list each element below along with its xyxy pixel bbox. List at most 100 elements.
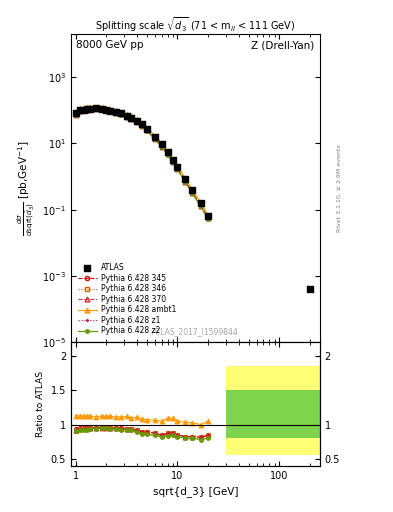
ATLAS [103,105,109,114]
Pythia 6.428 370 [125,114,129,120]
ATLAS [189,186,195,194]
Pythia 6.428 z2 [99,106,104,113]
Pythia 6.428 ambt1 [144,124,149,131]
Pythia 6.428 z1 [99,106,104,112]
Pythia 6.428 345 [73,111,78,117]
Legend: ATLAS, Pythia 6.428 345, Pythia 6.428 346, Pythia 6.428 370, Pythia 6.428 ambt1,: ATLAS, Pythia 6.428 345, Pythia 6.428 34… [75,260,179,338]
Pythia 6.428 z2 [94,106,99,112]
Pythia 6.428 z1 [183,179,188,185]
Pythia 6.428 345 [94,106,99,112]
Pythia 6.428 z2 [81,108,86,114]
Pythia 6.428 370 [94,106,99,112]
Pythia 6.428 346 [81,108,86,114]
Pythia 6.428 z1 [144,127,149,133]
Pythia 6.428 370 [140,123,145,129]
Pythia 6.428 346 [198,203,203,209]
Pythia 6.428 ambt1 [159,140,164,146]
ATLAS [134,117,140,125]
Pythia 6.428 ambt1 [99,104,104,110]
Pythia 6.428 346 [73,112,78,118]
Pythia 6.428 346 [125,114,129,120]
Pythia 6.428 z1 [119,111,123,117]
Pythia 6.428 z2 [206,216,210,222]
Pythia 6.428 370 [144,127,149,133]
Pythia 6.428 345 [152,136,157,142]
Pythia 6.428 z1 [104,107,108,113]
Pythia 6.428 ambt1 [119,109,123,115]
Pythia 6.428 345 [114,110,118,116]
Pythia 6.428 346 [144,127,149,133]
Pythia 6.428 z2 [144,127,149,134]
Pythia 6.428 345 [183,179,188,185]
ATLAS [164,148,171,156]
Pythia 6.428 345 [77,108,82,114]
Pythia 6.428 z1 [94,106,99,112]
Pythia 6.428 345 [134,119,139,125]
Pythia 6.428 z2 [152,136,157,142]
Pythia 6.428 370 [85,106,90,113]
Pythia 6.428 ambt1 [104,105,108,111]
ATLAS [98,104,105,113]
Pythia 6.428 346 [190,189,195,196]
Pythia 6.428 z1 [140,123,145,129]
Pythia 6.428 346 [206,215,210,221]
Pythia 6.428 370 [77,108,82,114]
Pythia 6.428 z1 [85,106,90,113]
Pythia 6.428 370 [114,110,118,116]
Pythia 6.428 ambt1 [81,105,86,111]
Pythia 6.428 z2 [190,190,195,196]
ATLAS [198,199,204,207]
Pythia 6.428 ambt1 [152,133,157,139]
Pythia 6.428 z2 [73,112,78,118]
Line: Pythia 6.428 346: Pythia 6.428 346 [73,107,210,220]
ATLAS [124,112,130,120]
Pythia 6.428 370 [119,111,123,117]
Pythia 6.428 346 [175,166,180,172]
Line: Pythia 6.428 z2: Pythia 6.428 z2 [74,108,210,221]
Pythia 6.428 z1 [77,108,82,114]
X-axis label: sqrt{d_3} [GeV]: sqrt{d_3} [GeV] [152,486,238,497]
Pythia 6.428 z1 [175,166,180,172]
Pythia 6.428 346 [129,116,133,122]
Pythia 6.428 z2 [159,144,164,150]
Pythia 6.428 z1 [165,151,170,157]
Pythia 6.428 ambt1 [88,104,93,110]
Line: Pythia 6.428 ambt1: Pythia 6.428 ambt1 [73,104,211,218]
Pythia 6.428 ambt1 [94,103,99,110]
ATLAS [158,140,165,148]
Pythia 6.428 370 [206,215,210,221]
Pythia 6.428 370 [152,136,157,142]
Pythia 6.428 ambt1 [206,212,210,218]
Pythia 6.428 346 [152,136,157,142]
Pythia 6.428 z2 [183,179,188,185]
Pythia 6.428 z2 [114,110,118,116]
Pythia 6.428 z1 [129,116,133,122]
Pythia 6.428 370 [108,108,113,114]
Pythia 6.428 346 [119,111,123,117]
ATLAS [139,120,145,129]
Pythia 6.428 370 [81,108,86,114]
Pythia 6.428 345 [175,166,180,172]
Pythia 6.428 z2 [140,123,145,129]
Pythia 6.428 345 [144,127,149,133]
Pythia 6.428 ambt1 [129,113,133,119]
Line: Pythia 6.428 z1: Pythia 6.428 z1 [74,108,209,220]
Pythia 6.428 z2 [134,119,139,125]
ATLAS [128,114,134,122]
Pythia 6.428 z2 [165,152,170,158]
ATLAS [77,106,83,114]
Pythia 6.428 345 [190,189,195,196]
Pythia 6.428 346 [99,106,104,112]
Pythia 6.428 z1 [206,215,210,221]
Pythia 6.428 370 [129,116,133,122]
Pythia 6.428 370 [134,119,139,125]
Pythia 6.428 346 [171,159,175,165]
Pythia 6.428 z1 [73,112,78,118]
Pythia 6.428 370 [190,189,195,196]
Pythia 6.428 z2 [175,166,180,173]
ATLAS [107,106,114,115]
ATLAS [118,110,124,118]
Pythia 6.428 ambt1 [108,106,113,112]
Pythia 6.428 345 [129,116,133,122]
Pythia 6.428 z1 [81,108,86,114]
